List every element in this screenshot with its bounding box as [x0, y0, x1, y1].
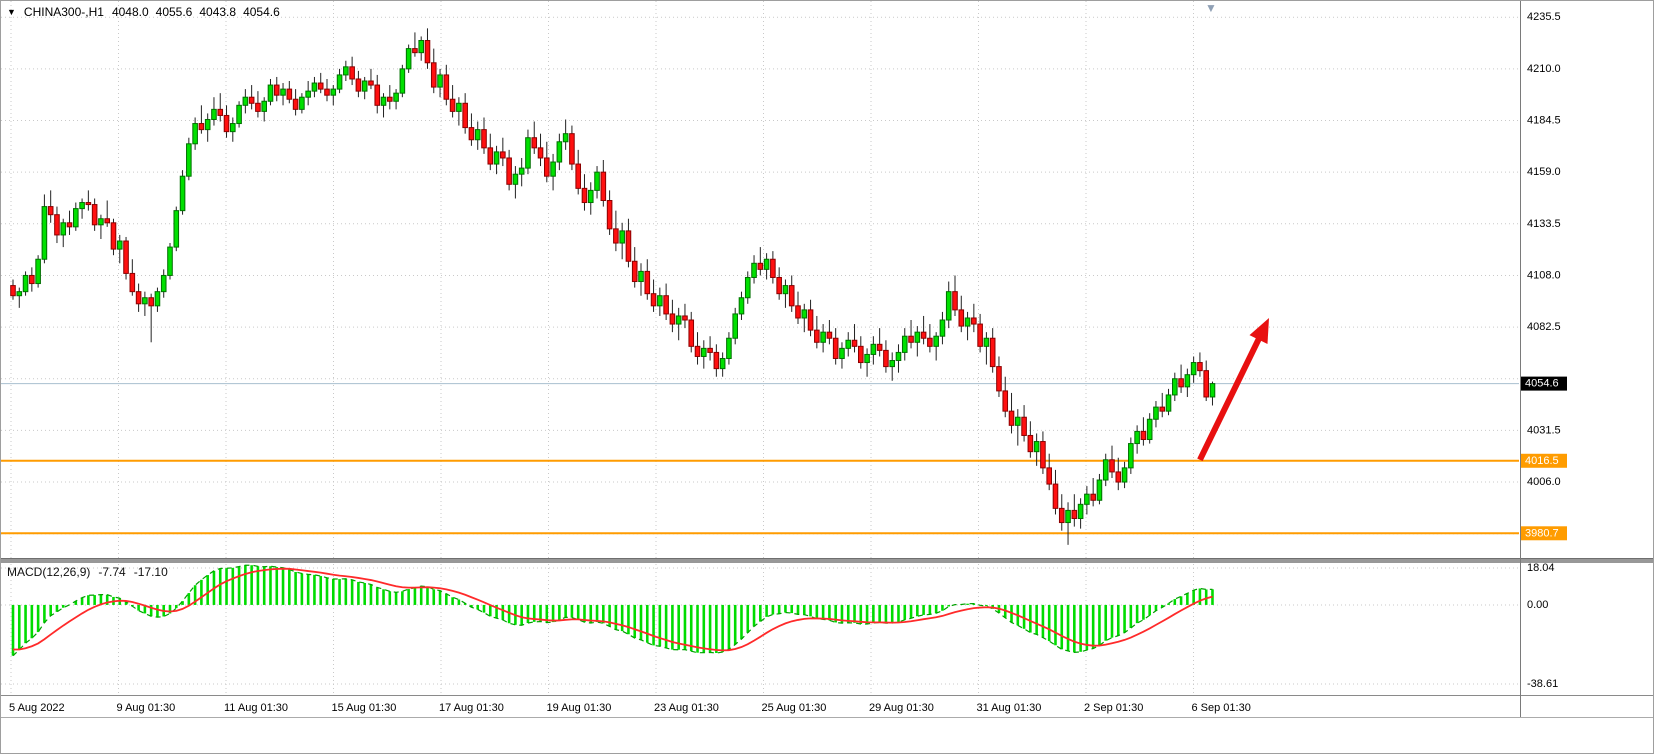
macd-signal-value: -17.10 [133, 565, 168, 579]
svg-text:4235.5: 4235.5 [1527, 11, 1561, 23]
svg-text:19 Aug 01:30: 19 Aug 01:30 [547, 702, 612, 714]
trend-arrow [1197, 317, 1269, 462]
svg-text:4108.0: 4108.0 [1527, 269, 1561, 281]
svg-text:29 Aug 01:30: 29 Aug 01:30 [869, 702, 934, 714]
svg-text:4006.0: 4006.0 [1527, 476, 1561, 488]
panel-dividers [1, 1, 1653, 718]
chart-menu-icon[interactable]: ▼ [7, 7, 16, 17]
svg-text:15 Aug 01:30: 15 Aug 01:30 [332, 702, 397, 714]
svg-text:4210.0: 4210.0 [1527, 63, 1561, 75]
svg-text:4016.5: 4016.5 [1525, 455, 1559, 467]
chart-info-bar: ▼ CHINA300-,H1 4048.0 4055.6 4043.8 4054… [7, 5, 280, 19]
svg-text:23 Aug 01:30: 23 Aug 01:30 [654, 702, 719, 714]
svg-text:4031.5: 4031.5 [1527, 424, 1561, 436]
support-lines [1, 459, 1519, 535]
macd-info-bar: MACD(12,26,9) -7.74 -17.10 [7, 565, 168, 579]
svg-text:-38.61: -38.61 [1527, 678, 1558, 690]
svg-text:4133.5: 4133.5 [1527, 218, 1561, 230]
macd-label: MACD(12,26,9) [7, 565, 91, 579]
quote-high: 4055.6 [155, 5, 193, 19]
svg-text:4082.5: 4082.5 [1527, 321, 1561, 333]
macd-main-line [12, 564, 1213, 657]
svg-text:5 Aug 2022: 5 Aug 2022 [9, 702, 65, 714]
svg-text:31 Aug 01:30: 31 Aug 01:30 [977, 702, 1042, 714]
quote-values: 4048.0 4055.6 4043.8 4054.6 [112, 5, 280, 19]
candles-layer [10, 28, 1216, 545]
quote-open: 4048.0 [111, 5, 149, 19]
symbol-timeframe-label: CHINA300-,H1 [23, 5, 104, 19]
svg-text:2 Sep 01:30: 2 Sep 01:30 [1084, 702, 1143, 714]
quote-close: 4054.6 [243, 5, 280, 19]
price-axis: 4235.5 4210.0 4184.5 4159.0 4133.5 4108.0 4082… [1527, 11, 1561, 690]
svg-text:4184.5: 4184.5 [1527, 115, 1561, 127]
macd-histogram [11, 565, 1214, 656]
svg-text:17 Aug 01:30: 17 Aug 01:30 [439, 702, 504, 714]
svg-text:4054.6: 4054.6 [1525, 378, 1559, 390]
grid-lines [1, 1, 1519, 695]
chart-shift-marker-icon[interactable]: ▼ [1205, 1, 1217, 15]
svg-text:3980.7: 3980.7 [1525, 527, 1559, 539]
svg-text:6 Sep 01:30: 6 Sep 01:30 [1192, 702, 1251, 714]
svg-text:18.04: 18.04 [1527, 562, 1555, 574]
svg-text:0.00: 0.00 [1527, 599, 1548, 611]
price-badges: 4016.5 3980.7 4054.6 [1521, 376, 1567, 541]
macd-main-value: -7.74 [98, 565, 126, 579]
svg-text:25 Aug 01:30: 25 Aug 01:30 [762, 702, 827, 714]
macd-signal-line [12, 567, 1213, 652]
svg-text:9 Aug 01:30: 9 Aug 01:30 [117, 702, 176, 714]
svg-text:11 Aug 01:30: 11 Aug 01:30 [224, 702, 288, 714]
time-axis: 5 Aug 2022 9 Aug 01:30 11 Aug 01:30 15 Aug … [9, 702, 1251, 714]
quote-low: 4043.8 [199, 5, 237, 19]
svg-text:4159.0: 4159.0 [1527, 166, 1561, 178]
